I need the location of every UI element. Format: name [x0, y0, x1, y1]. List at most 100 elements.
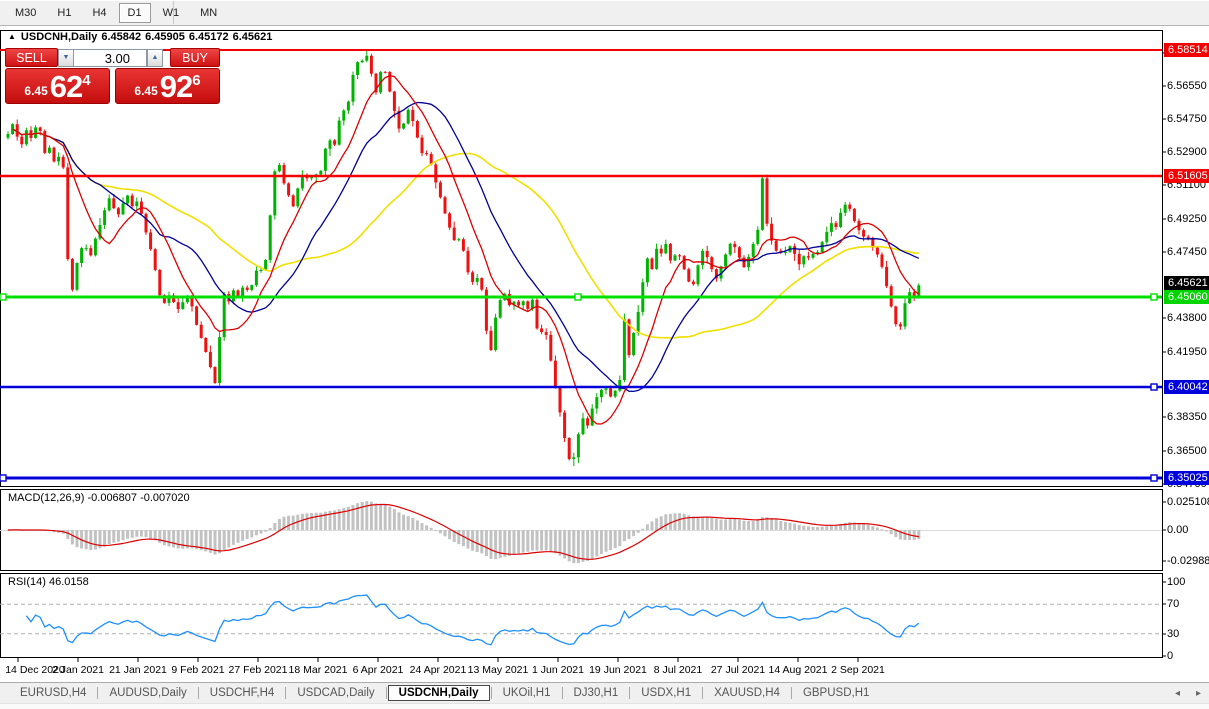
tab-divider: [790, 687, 792, 699]
hline-handle[interactable]: [1150, 293, 1158, 301]
hline-handle[interactable]: [0, 474, 7, 482]
tab-audusd-daily[interactable]: AUDUSD,Daily: [109, 687, 187, 699]
date-axis-label: 18 Mar 2021: [288, 664, 348, 676]
rsi-axis-label: 100: [1167, 576, 1186, 588]
panel-border: [0, 573, 1163, 658]
date-axis-label: 27 Feb 2021: [228, 664, 288, 676]
date-axis-label: 19 Jun 2021: [589, 664, 647, 676]
sell-price-prefix: 6.45: [24, 84, 48, 98]
moving-average: [12, 75, 920, 425]
tab-eurusd-h4[interactable]: EURUSD,H4: [20, 687, 87, 699]
tab-list: EURUSD,H4 AUDUSD,Daily USDCHF,H4 USDCAD,Dai…: [10, 685, 879, 701]
tab-divider: [197, 687, 199, 699]
hline-handle[interactable]: [0, 293, 7, 301]
rsi-axis-label: 0: [1167, 650, 1174, 662]
sell-button[interactable]: SELL: [5, 48, 58, 67]
tab-divider: [285, 687, 287, 699]
rsi-line: [25, 594, 920, 646]
date-axis-label: 2 Sep 2021: [831, 664, 885, 676]
symbol-tab-bar: EURUSD,H4 AUDUSD,Daily USDCHF,H4 USDCAD,Dai…: [0, 682, 1209, 703]
macd-signal-line: [7, 503, 919, 560]
tab-usdchf-h4[interactable]: USDCHF,H4: [209, 687, 275, 699]
price-axis-label: 6.47450: [1167, 246, 1207, 258]
tab-dj30-h1[interactable]: DJ30,H1: [573, 687, 619, 699]
date-axis-label: 14 Dec 2020: [5, 664, 65, 676]
macd-label: MACD(12,26,9) -0.006807 -0.007020: [8, 492, 190, 504]
timeframe-m30[interactable]: M30: [15, 6, 37, 19]
tab-gbpusd-h1[interactable]: GBPUSD,H1: [802, 687, 870, 699]
date-axis-label: 1 Jun 2021: [532, 664, 584, 676]
timeframe-toolbar: M30 H1 H4 D1 W1 MN: [0, 0, 1209, 26]
tab-usdcnh-daily[interactable]: USDCNH,Daily: [387, 685, 490, 701]
price-badge-6.45621: 6.45621: [1164, 276, 1209, 290]
toolbar-separator: [173, 1, 174, 24]
date-axis-label: 14 Aug 2021: [768, 664, 828, 676]
hline-handle[interactable]: [574, 293, 582, 301]
tab-usdcad-daily[interactable]: USDCAD,Daily: [297, 687, 375, 699]
tab-divider: [702, 687, 704, 699]
date-axis-label: 6 Apr 2021: [352, 664, 404, 676]
price-badge-6.40042: 6.40042: [1164, 380, 1209, 394]
triangle-up-icon: ▲: [151, 54, 159, 61]
quote-close: 6.45621: [232, 31, 273, 43]
rsi-label: RSI(14) 46.0158: [8, 576, 89, 588]
sell-price-big: 62: [49, 69, 83, 104]
hline-handle[interactable]: [1150, 474, 1158, 482]
moving-average: [12, 101, 920, 393]
timeframe-h4[interactable]: H4: [92, 6, 107, 19]
tab-divider: [490, 687, 492, 699]
price-axis-label: 6.38350: [1167, 411, 1207, 423]
sell-price-panel[interactable]: 6.45 62 4: [5, 68, 110, 104]
rsi-value: 46.0158: [48, 576, 89, 588]
tab-scroll-controls: ◂ ▸: [1175, 683, 1201, 704]
timeframe-w1[interactable]: W1: [162, 6, 180, 19]
volume-increase-button[interactable]: ▲: [147, 49, 163, 67]
timeframe-d1[interactable]: D1: [118, 2, 151, 23]
buy-button[interactable]: BUY: [170, 48, 220, 67]
scroll-left-icon[interactable]: ◂: [1174, 688, 1180, 699]
tab-xauusd-h4[interactable]: XAUUSD,H4: [714, 687, 780, 699]
macd-values: -0.006807 -0.007020: [87, 492, 190, 504]
volume-input[interactable]: [73, 49, 147, 67]
tab-divider: [385, 687, 387, 699]
price-axis-label: 6.52900: [1167, 146, 1207, 158]
timeframe-mn[interactable]: MN: [200, 6, 218, 19]
price-axis-label: 6.43800: [1167, 312, 1207, 324]
hline-handle[interactable]: [1150, 383, 1158, 391]
price-axis-label: 6.54750: [1167, 113, 1207, 125]
collapse-arrow-icon[interactable]: ▲: [8, 32, 16, 41]
tab-ukoil-h1[interactable]: UKOil,H1: [502, 687, 551, 699]
triangle-down-icon: ▼: [62, 54, 70, 61]
candlesticks: [6, 49, 921, 467]
buy-price-big: 92: [159, 69, 193, 104]
rsi-axis-label: 70: [1167, 598, 1180, 610]
date-axis-label: 27 Jul 2021: [710, 664, 766, 676]
price-badge-6.45060: 6.45060: [1164, 290, 1209, 304]
price-badge-6.58514: 6.58514: [1164, 43, 1209, 57]
rsi-name: RSI(14): [8, 576, 46, 588]
timeframe-h1[interactable]: H1: [57, 6, 72, 19]
buy-price-pip: 6: [192, 72, 201, 89]
macd-histogram: [6, 501, 921, 564]
timeframe-button-group: M30 H1 H4 D1 W1 MN: [6, 2, 229, 23]
date-axis-label: 2 Jan 2021: [52, 664, 104, 676]
chart-title: ▲ USDCNH,Daily 6.45842 6.45905 6.45172 6.4562…: [8, 31, 276, 43]
buy-price-prefix: 6.45: [134, 84, 158, 98]
price-badge-6.51605: 6.51605: [1164, 169, 1209, 183]
macd-axis-label: 0.025108: [1167, 496, 1209, 508]
buy-price-panel[interactable]: 6.45 92 6: [115, 68, 220, 104]
date-axis-label: 9 Feb 2021: [171, 664, 225, 676]
macd-name: MACD(12,26,9): [8, 492, 85, 504]
date-axis-label: 13 May 2021: [467, 664, 529, 676]
quote-high: 6.45905: [145, 31, 185, 43]
volume-decrease-button[interactable]: ▼: [58, 49, 74, 67]
quote-open: 6.45842: [101, 31, 142, 43]
tab-usdx-h1[interactable]: USDX,H1: [641, 687, 692, 699]
price-badge-6.35025: 6.35025: [1164, 471, 1209, 485]
date-axis-label: 8 Jul 2021: [653, 664, 703, 676]
scroll-right-icon[interactable]: ▸: [1195, 688, 1201, 699]
sell-price-pip: 4: [82, 72, 91, 89]
moving-average: [12, 128, 919, 339]
